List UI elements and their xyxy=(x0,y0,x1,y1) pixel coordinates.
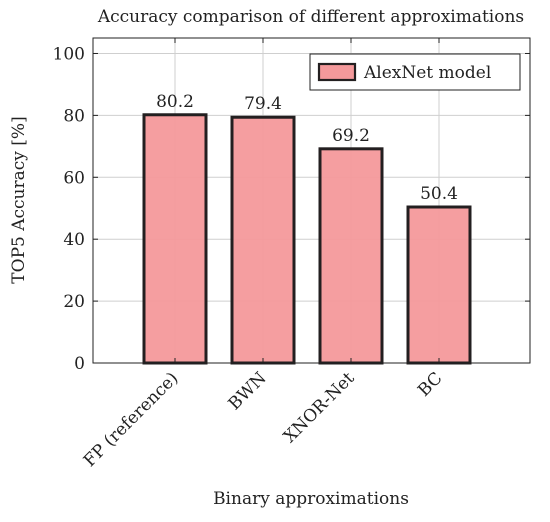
bar xyxy=(230,115,296,365)
x-tick-label: BC xyxy=(414,368,446,400)
y-ticks-layer: 0 20 40 60 80 100 xyxy=(53,44,530,374)
bars-layer xyxy=(142,113,472,365)
chart-title: Accuracy comparison of different approxi… xyxy=(97,7,524,27)
legend: AlexNet model xyxy=(309,53,521,91)
bar xyxy=(406,205,472,365)
bar-value-label: 80.2 xyxy=(156,92,194,112)
bar-value-label: 50.4 xyxy=(420,184,458,204)
bar-value-label: 79.4 xyxy=(244,94,282,114)
plot-frame xyxy=(92,37,531,364)
bar xyxy=(142,113,208,365)
x-axis-label: Binary approximations xyxy=(213,489,409,509)
y-tick-label: 80 xyxy=(63,106,85,126)
bar xyxy=(318,147,384,365)
y-tick-label: 60 xyxy=(63,168,85,188)
y-tick-label: 40 xyxy=(63,230,85,250)
y-tick-label: 20 xyxy=(63,292,85,312)
legend-swatch xyxy=(317,62,357,82)
bar-value-label: 69.2 xyxy=(332,126,370,146)
value-labels-layer: 80.2 79.4 69.2 50.4 xyxy=(156,92,458,204)
y-tick-label: 0 xyxy=(74,354,85,374)
y-tick-label: 100 xyxy=(53,44,85,64)
legend-label: AlexNet model xyxy=(363,63,491,83)
x-tick-label: FP (reference) xyxy=(80,368,183,471)
x-tick-label: XNOR-Net xyxy=(280,368,359,447)
y-axis-label: TOP5 Accuracy [%] xyxy=(9,116,29,283)
x-tick-label: BWN xyxy=(225,368,271,414)
